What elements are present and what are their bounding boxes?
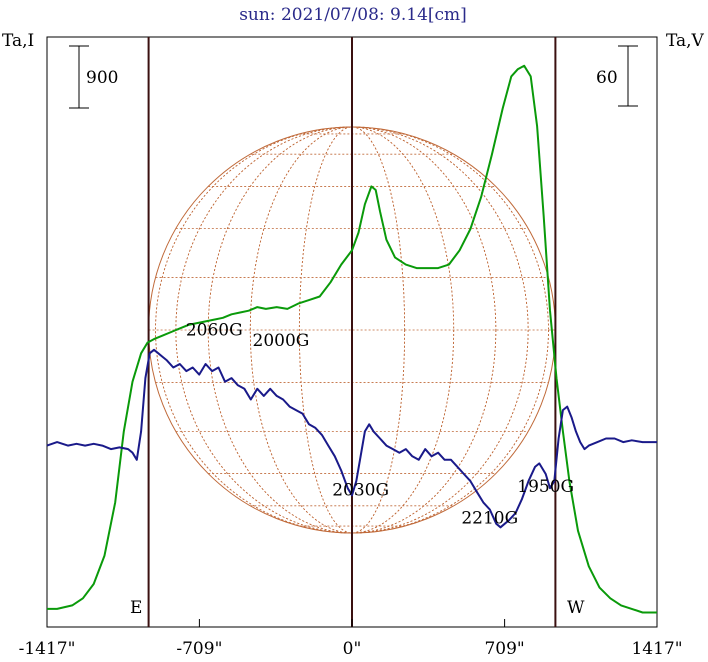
series-line-2 [46, 348, 657, 529]
chart-title: sun: 2021/07/08: 9.14[cm] [239, 5, 467, 25]
longitude-line [298, 126, 406, 534]
east-label: E [130, 598, 142, 618]
annotation-label: 1950G [517, 477, 574, 497]
annotations: 2060G 2000G 2030G 2210G 1950G [186, 321, 574, 529]
left-scale-bar: 900 [69, 45, 118, 109]
series-lines [46, 64, 657, 614]
left-scale-bar-value: 900 [86, 68, 118, 88]
annotation-label: 2210G [461, 509, 518, 529]
annotation-label: 2000G [253, 331, 310, 351]
x-tick-label: -709" [176, 639, 222, 659]
x-tick-label: 709" [484, 639, 524, 659]
right-scale-bar: 60 [596, 45, 638, 107]
right-axis-label: Ta,V [666, 31, 705, 51]
x-tick-label: 1417" [631, 639, 682, 659]
x-tick-label: 0" [343, 639, 362, 659]
west-label: W [567, 598, 585, 618]
x-axis-ticks: -1417" -709" 0" 709" 1417" [19, 619, 683, 659]
left-axis-label: Ta,I [2, 31, 34, 51]
vertical-markers [147, 37, 557, 627]
annotation-label: 2030G [332, 480, 389, 500]
annotation-label: 2060G [186, 321, 243, 341]
x-tick-label: -1417" [19, 639, 76, 659]
right-scale-bar-value: 60 [596, 68, 618, 88]
series-line-1 [47, 64, 657, 614]
longitude-line [207, 126, 497, 534]
